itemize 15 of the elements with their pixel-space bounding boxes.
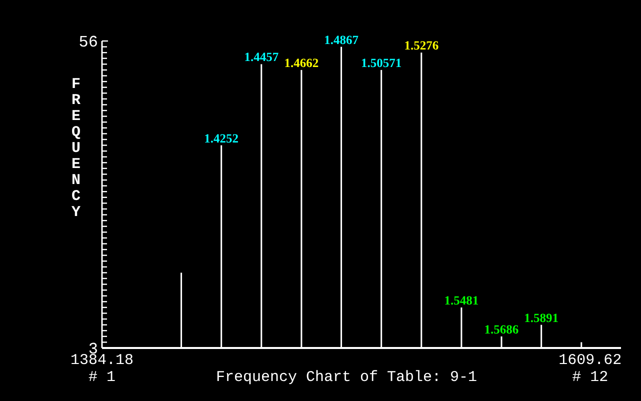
text: Frequency Chart of Table: 9-1 — [216, 369, 478, 386]
x-tick-label: 1609.62 — [558, 352, 622, 369]
text: FREQUENCY — [71, 76, 81, 221]
annotation: 1.5686 — [484, 322, 519, 336]
text: # 12 — [572, 369, 608, 386]
y-tick-label: 56 — [78, 34, 98, 52]
annotation: 1.4457 — [244, 50, 279, 64]
annotation: 1.5481 — [444, 293, 479, 308]
annotation: 1.4867 — [324, 32, 358, 47]
annotation: 1.5276 — [404, 38, 439, 53]
text: # 1 — [88, 369, 116, 386]
annotation: 1.4662 — [284, 56, 319, 70]
annotation: 1.4252 — [204, 131, 239, 146]
annotation: 1.50571 — [361, 56, 402, 70]
annotation: 1.5891 — [524, 310, 559, 325]
